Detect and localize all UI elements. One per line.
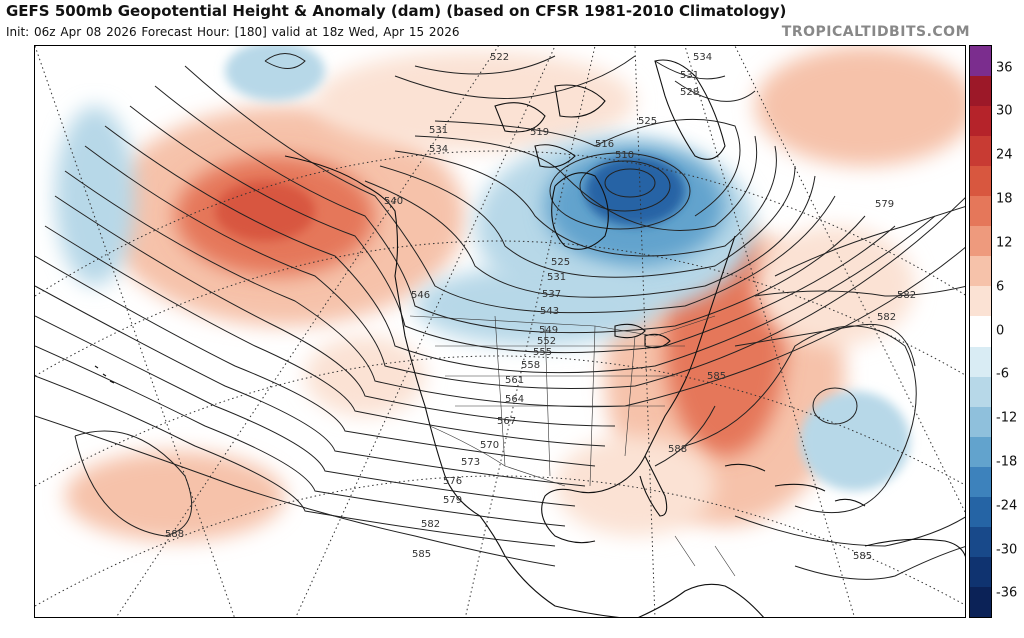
contour-label: 531 [547, 272, 566, 283]
colorbar-segment [970, 466, 991, 498]
colorbar-tick-label: 36 [996, 60, 1013, 76]
colorbar-tick-label: 12 [996, 235, 1013, 251]
colorbar [969, 45, 992, 618]
contour-label: 534 [429, 144, 448, 155]
contour-label: 585 [412, 549, 431, 560]
contour-label: 525 [638, 116, 657, 127]
map-canvas: 534 531 528 522 525 519 516 510 531 534 … [35, 46, 965, 617]
contour-label: 555 [533, 347, 552, 358]
anomaly-shading [55, 46, 965, 541]
contour-label: 522 [490, 52, 509, 63]
colorbar-segment [970, 286, 991, 317]
positive-anomaly-subtropical-pacific [65, 451, 285, 541]
colorbar-segment [970, 556, 991, 588]
colorbar-segment [970, 316, 991, 348]
colorbar-segment [970, 586, 991, 618]
negative-anomaly-bering [55, 106, 135, 286]
contour-label: 519 [530, 127, 549, 138]
contour-label: 576 [443, 476, 462, 487]
forecast-info: Init: 06z Apr 08 2026 Forecast Hour: [18… [6, 25, 460, 39]
contour-label: 540 [384, 196, 403, 207]
contour-label: 537 [542, 289, 561, 300]
colorbar-tick-label: -30 [996, 542, 1018, 558]
colorbar-tick-label: -6 [996, 366, 1009, 382]
height-contours [35, 53, 965, 580]
contour-label: 582 [897, 290, 916, 301]
map-title: GEFS 500mb Geopotential Height & Anomaly… [6, 2, 787, 20]
contour-label: 561 [505, 375, 524, 386]
colorbar-tick-label: 24 [996, 147, 1013, 163]
colorbar-labels: 36 30 24 18 12 6 0 -6 -12 -18 -24 -30 -36 [996, 45, 1024, 618]
colorbar-tick-label: -36 [996, 585, 1018, 601]
colorbar-tick-label: -12 [996, 410, 1018, 426]
colorbar-tick-label: 6 [996, 279, 1005, 295]
contour-label: 510 [615, 150, 634, 161]
colorbar-segment [970, 526, 991, 558]
contour-label: 573 [461, 457, 480, 468]
political-borders [409, 315, 736, 577]
contour-label: 546 [411, 290, 430, 301]
contour-label: 585 [707, 371, 726, 382]
contour-label: 543 [540, 306, 559, 317]
positive-anomaly-central-pacific [305, 336, 425, 416]
colorbar-segment [970, 136, 991, 167]
colorbar-segment [970, 346, 991, 378]
contour-label: 552 [537, 336, 556, 347]
site-brand[interactable]: TROPICALTIDBITS.COM [781, 24, 970, 40]
positive-anomaly-gulf [555, 436, 715, 536]
colorbar-segment [970, 166, 991, 197]
colorbar-segment [970, 226, 991, 257]
contour-label: 588 [668, 444, 687, 455]
contour-label: 516 [595, 139, 614, 150]
positive-anomaly-arctic [315, 51, 635, 151]
colorbar-segment [970, 406, 991, 438]
colorbar-segment [970, 436, 991, 468]
negative-anomaly-hudson-core [585, 156, 685, 226]
positive-anomaly-north-atlantic [755, 46, 965, 166]
colorbar-segment [970, 46, 991, 77]
colorbar-segment [970, 106, 991, 137]
contour-labels: 534 531 528 522 525 519 516 510 531 534 … [165, 52, 916, 562]
positive-anomaly-pacific-nw-max [215, 181, 315, 241]
colorbar-tick-label: -18 [996, 454, 1018, 470]
colorbar-segment [970, 76, 991, 107]
colorbar-segment [970, 256, 991, 287]
negative-anomaly-caribbean [800, 391, 910, 491]
colorbar-segment [970, 376, 991, 408]
anomaly-map: 534 531 528 522 525 519 516 510 531 534 … [34, 45, 966, 618]
negative-anomaly-alaska [225, 46, 325, 101]
contour-label: 528 [680, 87, 699, 98]
contour-label: 558 [521, 360, 540, 371]
colorbar-tick-label: 30 [996, 103, 1013, 119]
colorbar-tick-label: 0 [996, 323, 1005, 338]
contour-label: 579 [875, 199, 894, 210]
contour-label: 525 [551, 257, 570, 268]
coastlines [94, 59, 965, 617]
positive-anomaly-atlantic [755, 226, 915, 346]
colorbar-segment [970, 496, 991, 528]
contour-label: 585 [853, 551, 872, 562]
negative-anomaly-canada [415, 266, 655, 346]
colorbar-segment [970, 196, 991, 227]
contour-label: 570 [480, 440, 499, 451]
contour-label: 531 [680, 70, 699, 81]
contour-label: 549 [539, 325, 558, 336]
colorbar-tick-label: 18 [996, 191, 1013, 207]
contour-label: 582 [877, 312, 896, 323]
contour-label: 531 [429, 125, 448, 136]
contour-label: 582 [421, 519, 440, 530]
contour-label: 588 [165, 529, 184, 540]
contour-label: 564 [505, 394, 524, 405]
colorbar-tick-label: -24 [996, 498, 1018, 514]
contour-label: 567 [497, 416, 516, 427]
contour-label: 579 [443, 495, 462, 506]
contour-label: 534 [693, 52, 712, 63]
